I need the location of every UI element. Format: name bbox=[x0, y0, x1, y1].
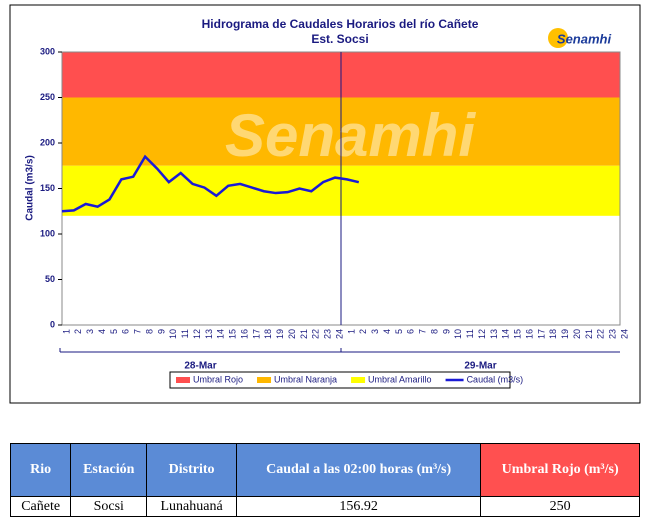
x-tick-label: 23 bbox=[323, 329, 333, 339]
data-table: Rio Estación Distrito Caudal a las 02:00 ho… bbox=[9, 443, 640, 517]
legend: Umbral Rojo Umbral Naranja Umbral Amarillo… bbox=[169, 371, 524, 389]
chart: Hidrograma de Caudales Horarios del río … bbox=[9, 4, 641, 404]
day-label: 28-Mar bbox=[184, 361, 216, 372]
legend-label: Umbral Rojo bbox=[193, 374, 243, 384]
x-tick-label: 9 bbox=[156, 329, 166, 334]
x-tick-label: 21 bbox=[299, 329, 309, 339]
legend-swatch bbox=[176, 377, 190, 383]
x-tick-label: 24 bbox=[619, 329, 629, 339]
y-tick-label: 250 bbox=[40, 92, 55, 102]
x-tick-label: 18 bbox=[548, 329, 558, 339]
x-tick-label: 3 bbox=[370, 329, 380, 334]
table-header: Umbral Rojo (m³/s) bbox=[480, 443, 640, 497]
x-tick-label: 24 bbox=[334, 329, 344, 339]
x-tick-label: 13 bbox=[204, 329, 214, 339]
chart-title: Hidrograma de Caudales Horarios del río … bbox=[202, 17, 479, 31]
x-tick-label: 6 bbox=[121, 329, 131, 334]
x-tick-label: 23 bbox=[608, 329, 618, 339]
table-header: Distrito bbox=[146, 443, 237, 497]
x-tick-label: 5 bbox=[394, 329, 404, 334]
x-tick-label: 2 bbox=[358, 329, 368, 334]
x-tick-label: 5 bbox=[109, 329, 119, 334]
x-tick-label: 8 bbox=[144, 329, 154, 334]
x-tick-label: 19 bbox=[560, 329, 570, 339]
legend-label: Umbral Amarillo bbox=[368, 374, 432, 384]
watermark: Senamhi bbox=[225, 102, 476, 169]
x-tick-label: 22 bbox=[596, 329, 606, 339]
x-tick-label: 14 bbox=[501, 329, 511, 339]
x-tick-label: 15 bbox=[228, 329, 238, 339]
x-tick-label: 18 bbox=[263, 329, 273, 339]
y-tick-label: 200 bbox=[40, 137, 55, 147]
x-tick-label: 7 bbox=[418, 329, 428, 334]
y-tick-label: 150 bbox=[40, 183, 55, 193]
legend-label: Umbral Naranja bbox=[274, 374, 337, 384]
y-tick-label: 50 bbox=[45, 274, 55, 284]
y-axis-label: Caudal (m3/s) bbox=[25, 155, 36, 221]
legend-frame bbox=[169, 371, 511, 389]
x-tick-label: 10 bbox=[453, 329, 463, 339]
x-tick-label: 4 bbox=[97, 329, 107, 334]
x-tick-label: 1 bbox=[346, 329, 356, 334]
x-tick-label: 16 bbox=[524, 329, 534, 339]
x-tick-label: 12 bbox=[477, 329, 487, 339]
logo: Senamhi bbox=[557, 31, 612, 46]
x-tick-label: 2 bbox=[73, 329, 83, 334]
x-tick-label: 4 bbox=[382, 329, 392, 334]
x-tick-label: 10 bbox=[168, 329, 178, 339]
legend-swatch bbox=[257, 377, 272, 383]
x-tick-label: 17 bbox=[251, 329, 261, 339]
x-tick-label: 1 bbox=[61, 329, 71, 334]
x-tick-label: 8 bbox=[429, 329, 439, 334]
x-tick-label: 22 bbox=[311, 329, 321, 339]
table-cell: 250 bbox=[480, 496, 640, 517]
x-tick-label: 20 bbox=[287, 329, 297, 339]
table-cell: 156.92 bbox=[235, 496, 482, 517]
table-header: Rio bbox=[9, 443, 72, 497]
x-tick-label: 20 bbox=[572, 329, 582, 339]
table-cell: Socsi bbox=[70, 496, 148, 517]
x-tick-label: 6 bbox=[406, 329, 416, 334]
logo-sun bbox=[548, 28, 568, 48]
table-header: Estación bbox=[70, 443, 148, 497]
x-tick-label: 13 bbox=[489, 329, 499, 339]
x-tick-label: 11 bbox=[180, 329, 190, 338]
y-tick-label: 0 bbox=[50, 319, 55, 329]
x-tick-label: 19 bbox=[275, 329, 285, 339]
x-tick-label: 15 bbox=[513, 329, 523, 339]
legend-label: Caudal (m3/s) bbox=[467, 374, 524, 384]
x-tick-label: 3 bbox=[85, 329, 95, 334]
legend-swatch bbox=[351, 377, 366, 383]
y-tick-label: 300 bbox=[40, 46, 55, 56]
x-tick-label: 21 bbox=[584, 329, 594, 339]
table-cell: Cañete bbox=[9, 496, 72, 517]
x-tick-label: 16 bbox=[239, 329, 249, 339]
flow-line bbox=[61, 154, 360, 213]
x-tick-label: 12 bbox=[192, 329, 202, 339]
day-label: 29-Mar bbox=[464, 361, 496, 372]
x-tick-label: 11 bbox=[465, 329, 475, 338]
table-header: Caudal a las 02:00 horas (m³/s) bbox=[235, 443, 482, 497]
x-tick-label: 17 bbox=[536, 329, 546, 339]
x-tick-label: 7 bbox=[133, 329, 143, 334]
x-tick-label: 14 bbox=[216, 329, 226, 339]
x-tick-label: 9 bbox=[441, 329, 451, 334]
chart-subtitle: Est. Socsi bbox=[311, 32, 368, 46]
table-cell: Lunahuaná bbox=[146, 496, 237, 517]
y-tick-label: 100 bbox=[40, 228, 55, 238]
